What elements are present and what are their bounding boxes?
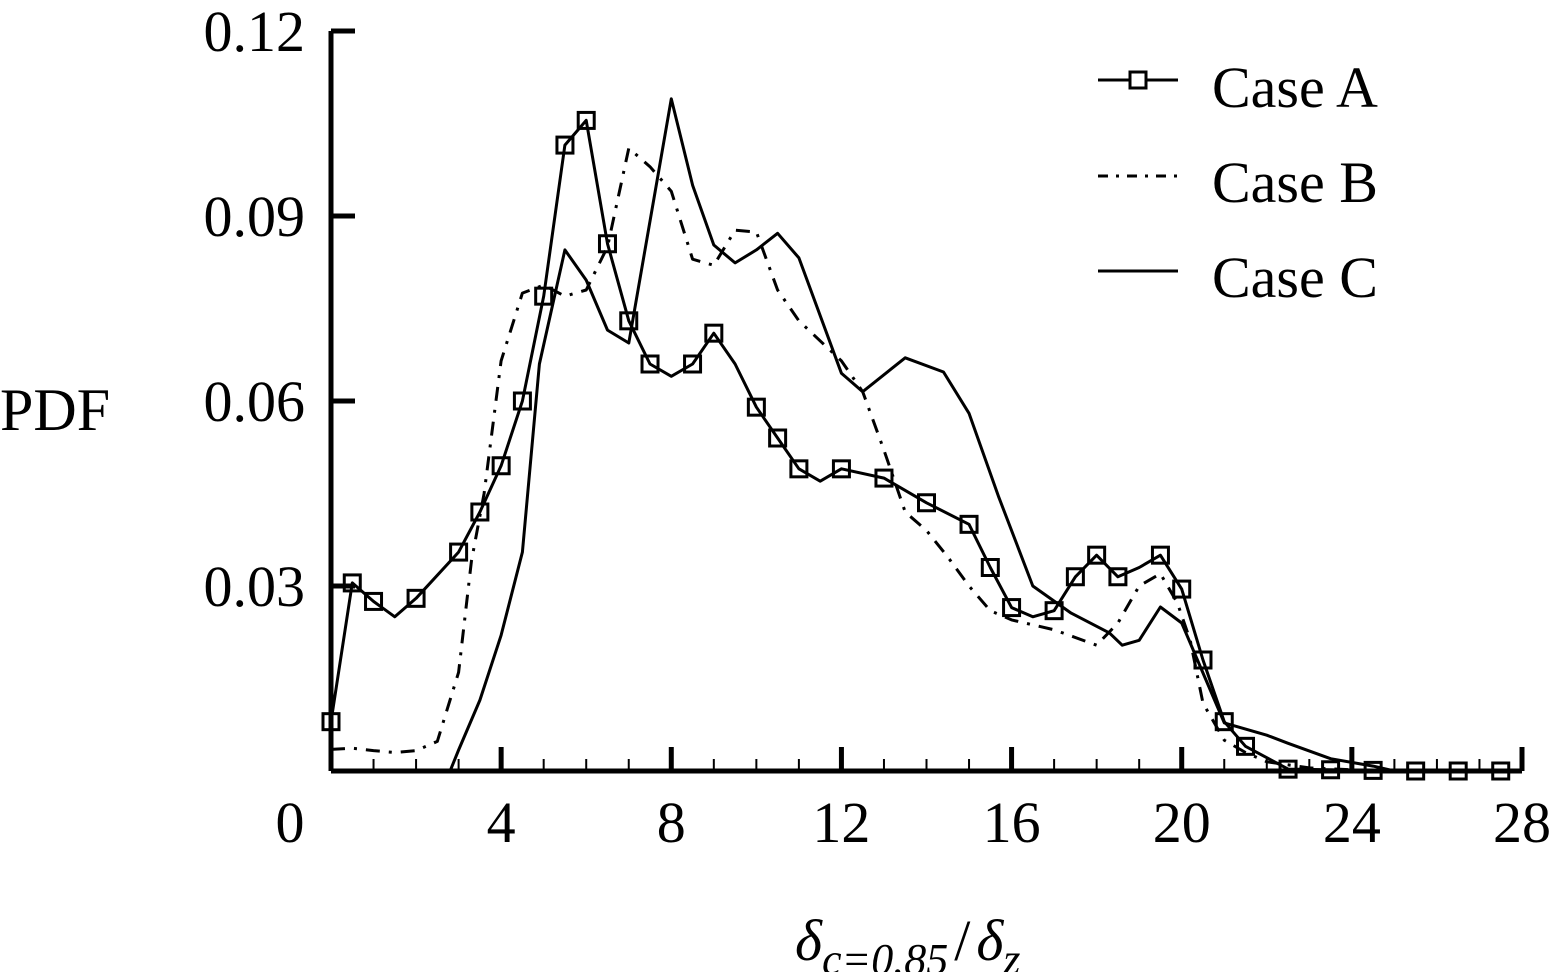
square-marker-icon: [704, 323, 724, 343]
x-tick-label: 20: [1153, 790, 1211, 855]
square-marker-icon: [555, 135, 575, 155]
square-marker-icon: [980, 558, 1000, 577]
y-tick-label: 0.03: [204, 554, 306, 619]
square-marker-icon: [1108, 567, 1128, 587]
square-marker-icon: [1065, 567, 1085, 587]
square-marker-icon: [959, 514, 979, 534]
x-ticks: 0 4 8 12 16 20 24 28: [276, 747, 1551, 855]
square-marker-icon: [491, 456, 511, 476]
square-marker-icon: [683, 354, 703, 374]
x-tick-label: 24: [1323, 790, 1381, 855]
square-marker-icon: [917, 493, 936, 513]
square-marker-icon: [406, 588, 426, 608]
legend-label-case-c: Case C: [1212, 245, 1378, 310]
square-marker-icon: [1150, 545, 1170, 565]
x-tick-label: 4: [487, 790, 516, 855]
axes: 0 4 8 12 16 20 24 28 0.03 0.06 0.09 0.12: [204, 0, 1552, 855]
x-label-delta: δ: [795, 908, 823, 972]
square-marker-icon: [364, 591, 384, 611]
square-marker-icon: [534, 286, 554, 306]
square-marker-icon: [342, 573, 362, 593]
y-axis-label: PDF: [0, 377, 110, 443]
legend-item-case-c: Case C: [1098, 245, 1378, 310]
square-marker-icon: [470, 502, 490, 522]
plot-area: [321, 97, 1511, 781]
x-tick-label: 0: [276, 790, 305, 855]
x-label-delta-2: δ: [976, 908, 1004, 972]
square-marker-icon: [831, 459, 851, 479]
legend-label-case-b: Case B: [1212, 150, 1378, 215]
square-marker-icon: [1172, 579, 1192, 599]
x-tick-label: 28: [1493, 790, 1551, 855]
square-marker-icon: [874, 468, 894, 488]
series-case-b-line: [330, 146, 1395, 773]
square-marker-icon: [640, 354, 660, 374]
square-marker-icon: [619, 311, 639, 331]
square-marker-icon: [597, 234, 617, 254]
square-marker-icon: [1087, 545, 1107, 565]
y-ticks: 0.03 0.06 0.09 0.12: [204, 0, 355, 619]
square-marker-icon: [768, 428, 788, 448]
square-marker-icon: [1002, 598, 1022, 618]
legend-label-case-a: Case A: [1212, 55, 1378, 120]
x-axis-label: δc=0.85/δz: [795, 908, 1020, 972]
legend: Case A Case B Case C: [1098, 55, 1378, 310]
x-label-subscript-2: z: [1002, 935, 1020, 972]
legend-item-case-a: Case A: [1098, 55, 1378, 120]
series-case-a-line: [329, 118, 1501, 773]
y-tick-label: 0.12: [204, 0, 306, 64]
x-label-slash: /: [954, 908, 971, 972]
legend-item-case-b: Case B: [1098, 150, 1378, 215]
square-marker-icon: [1128, 70, 1148, 90]
x-tick-label: 16: [983, 790, 1041, 855]
square-marker-icon: [449, 542, 469, 562]
x-tick-label: 12: [812, 790, 870, 855]
y-tick-label: 0.09: [204, 184, 306, 249]
square-marker-icon: [576, 110, 596, 130]
square-marker-icon: [746, 397, 766, 417]
x-tick-label: 8: [657, 790, 686, 855]
square-marker-icon: [1214, 712, 1234, 732]
y-tick-label: 0.06: [204, 369, 306, 434]
square-marker-icon: [512, 391, 532, 411]
series-case-c-line: [331, 97, 1395, 773]
x-label-subscript: c=0.85: [822, 935, 948, 972]
square-marker-icon: [789, 459, 809, 479]
